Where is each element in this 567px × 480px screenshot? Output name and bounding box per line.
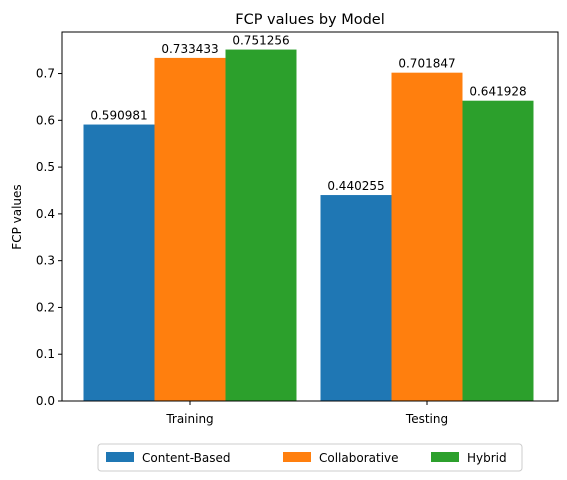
bar-value-label: 0.751256 — [232, 34, 289, 48]
bar-content-based-testing — [320, 195, 392, 401]
plot-frame — [61, 31, 559, 402]
bar-collaborative-testing — [391, 72, 463, 401]
chart-title: FCP values by Model — [235, 12, 385, 28]
bar-content-based-training — [83, 124, 155, 402]
bar-series-group — [83, 49, 534, 402]
legend: Content-Based Collaborative Hybrid — [97, 443, 523, 472]
y-tick-label: 0.6 — [36, 113, 55, 127]
y-axis-ticks: 0.0 0.1 0.2 0.3 0.4 0.5 0.6 0.7 — [36, 67, 62, 408]
x-tick-label: Testing — [405, 412, 448, 426]
legend-swatch — [431, 452, 459, 462]
legend-label: Content-Based — [142, 451, 230, 465]
bar-hybrid-training — [225, 49, 297, 402]
y-tick-label: 0.3 — [36, 254, 55, 268]
y-tick-label: 0.2 — [36, 300, 55, 314]
x-axis-ticks: Training Testing — [165, 401, 448, 426]
legend-label: Collaborative — [319, 451, 399, 465]
bar-value-label: 0.733433 — [161, 42, 218, 56]
bar-value-label: 0.590981 — [90, 109, 147, 123]
legend-swatch — [106, 452, 134, 462]
bar-value-label: 0.440255 — [327, 179, 384, 193]
y-tick-label: 0.7 — [36, 67, 55, 81]
bar-collaborative-training — [154, 57, 226, 402]
legend-swatch — [283, 452, 311, 462]
x-tick-label: Training — [165, 412, 213, 426]
bar-value-labels: 0.590981 0.440255 0.733433 0.701847 0.751256… — [90, 34, 526, 193]
bar-hybrid-testing — [462, 100, 534, 401]
y-tick-label: 0.1 — [36, 347, 55, 361]
legend-label: Hybrid — [467, 451, 507, 465]
bar-value-label: 0.701847 — [398, 57, 455, 71]
y-tick-label: 0.0 — [36, 394, 55, 408]
bar-value-label: 0.641928 — [469, 85, 526, 99]
y-tick-label: 0.5 — [36, 160, 55, 174]
y-axis-label: FCP values — [10, 184, 24, 249]
y-tick-label: 0.4 — [36, 207, 55, 221]
